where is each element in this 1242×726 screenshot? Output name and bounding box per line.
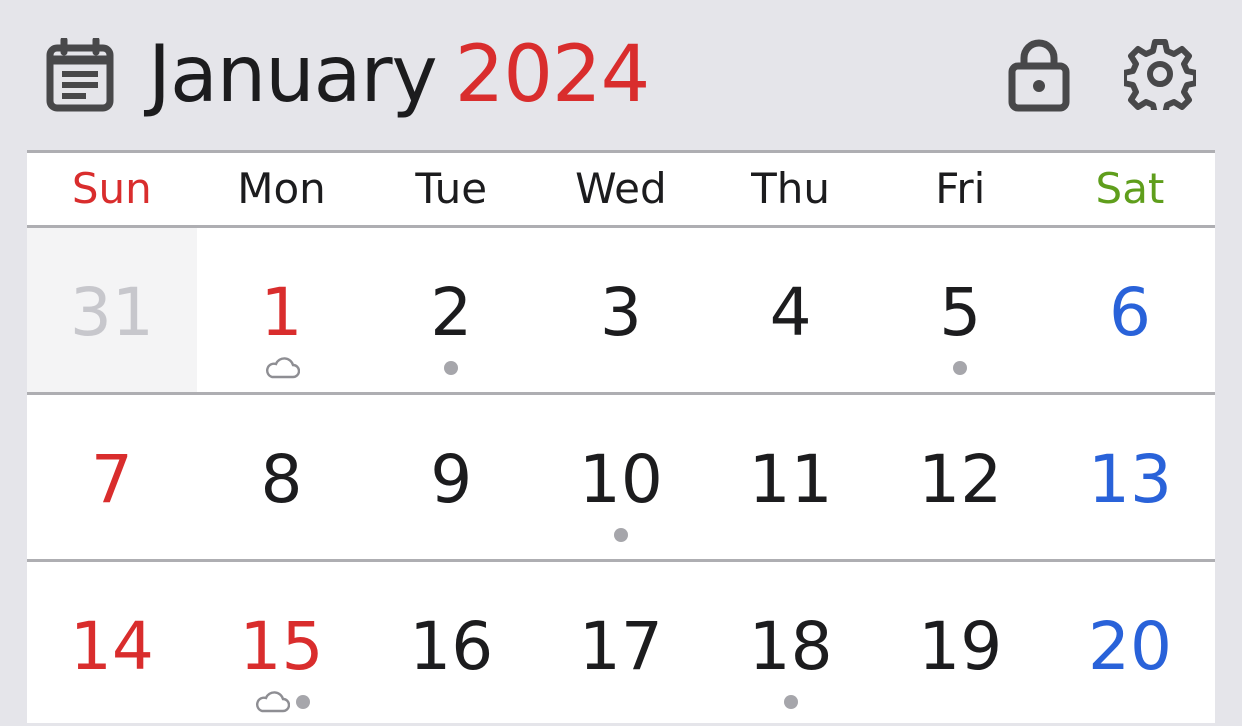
calendar-list-icon[interactable] <box>46 38 114 112</box>
day-number: 7 <box>90 441 133 518</box>
day-cell[interactable]: 2 <box>366 228 536 392</box>
cloud-icon <box>255 691 290 713</box>
day-number: 31 <box>69 274 154 351</box>
day-indicators <box>197 690 367 714</box>
day-cell[interactable]: 13 <box>1045 395 1215 559</box>
week-row: 7 8 9 10 11 12 13 <box>27 395 1215 562</box>
day-indicators <box>706 690 876 714</box>
day-cell[interactable]: 20 <box>1045 562 1215 726</box>
day-cell[interactable]: 1 <box>197 228 367 392</box>
day-number: 19 <box>918 608 1003 685</box>
day-cell[interactable]: 8 <box>197 395 367 559</box>
day-cell[interactable]: 12 <box>875 395 1045 559</box>
day-number: 3 <box>599 274 642 351</box>
day-indicators <box>875 356 1045 380</box>
day-number: 1 <box>260 274 303 351</box>
day-cell[interactable]: 16 <box>366 562 536 726</box>
month-grid: Sun Mon Tue Wed Thu Fri Sat 31 1 2 3 4 5 6 7 8 9 10 11 12… <box>27 150 1215 723</box>
event-dot <box>783 695 798 709</box>
day-number: 8 <box>260 441 303 518</box>
day-number: 17 <box>578 608 663 685</box>
cloud-icon <box>265 357 300 379</box>
day-cell[interactable]: 7 <box>27 395 197 559</box>
day-number: 11 <box>748 441 833 518</box>
day-number: 20 <box>1087 608 1172 685</box>
day-cell[interactable]: 4 <box>706 228 876 392</box>
weekday-label-sat: Sat <box>1095 164 1165 213</box>
day-number: 16 <box>409 608 494 685</box>
day-cell[interactable]: 14 <box>27 562 197 726</box>
lock-icon[interactable] <box>1008 36 1070 112</box>
month-title[interactable]: January 2024 <box>148 30 651 120</box>
day-number: 9 <box>430 441 473 518</box>
weekday-label-sun: Sun <box>71 164 152 213</box>
day-indicators <box>197 356 367 380</box>
day-cell[interactable]: 3 <box>536 228 706 392</box>
day-number: 10 <box>578 441 663 518</box>
weekday-label-mon: Mon <box>237 164 326 213</box>
month-name: January <box>148 30 438 120</box>
week-row: 14 15 16 17 18 19 20 <box>27 562 1215 726</box>
day-cell[interactable]: 9 <box>366 395 536 559</box>
weekday-label-wed: Wed <box>575 164 667 213</box>
day-cell[interactable]: 19 <box>875 562 1045 726</box>
day-number: 5 <box>939 274 982 351</box>
day-indicators <box>366 356 536 380</box>
day-number: 14 <box>69 608 154 685</box>
day-cell[interactable]: 31 <box>27 228 197 392</box>
weekday-label-tue: Tue <box>415 164 488 213</box>
week-row: 31 1 2 3 4 5 6 <box>27 228 1215 395</box>
day-cell[interactable]: 17 <box>536 562 706 726</box>
weekday-header-row: Sun Mon Tue Wed Thu Fri Sat <box>27 153 1215 228</box>
day-cell[interactable]: 18 <box>706 562 876 726</box>
day-cell[interactable]: 6 <box>1045 228 1215 392</box>
gear-icon[interactable] <box>1124 38 1196 110</box>
day-cell[interactable]: 11 <box>706 395 876 559</box>
year-label: 2024 <box>454 30 651 120</box>
day-number: 18 <box>748 608 833 685</box>
day-number: 15 <box>239 608 324 685</box>
weekday-label-fri: Fri <box>935 164 986 213</box>
day-number: 2 <box>430 274 473 351</box>
event-dot <box>613 528 628 542</box>
day-cell[interactable]: 10 <box>536 395 706 559</box>
day-indicators <box>536 523 706 547</box>
event-dot <box>444 361 459 375</box>
day-number: 13 <box>1087 441 1172 518</box>
day-cell[interactable]: 5 <box>875 228 1045 392</box>
day-number: 12 <box>918 441 1003 518</box>
event-dot <box>953 361 968 375</box>
day-number: 4 <box>769 274 812 351</box>
day-cell[interactable]: 15 <box>197 562 367 726</box>
event-dot <box>295 695 310 709</box>
weekday-label-thu: Thu <box>751 164 831 213</box>
calendar-header: January 2024 <box>0 0 1242 150</box>
day-number: 6 <box>1108 274 1151 351</box>
